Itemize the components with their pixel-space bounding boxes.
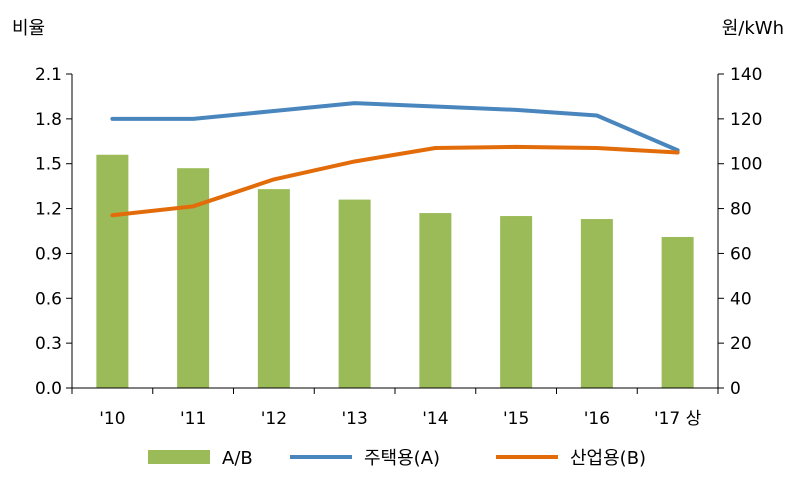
x-tick-label: '13 (341, 409, 367, 429)
lines-layer (110, 101, 680, 218)
bars-layer (96, 154, 694, 388)
right-tick-label: 120 (730, 110, 762, 130)
right-axis-title: 원/kWh (722, 18, 784, 39)
right-tick-label: 20 (730, 334, 752, 354)
left-tick-label: 1.8 (35, 110, 62, 130)
right-tick-label: 100 (730, 155, 762, 175)
right-tick-label: 0 (730, 379, 741, 399)
axes-layer (66, 73, 724, 394)
line-residential (110, 101, 680, 153)
left-tick-label: 1.5 (35, 155, 62, 175)
x-tick-label: '10 (99, 409, 125, 429)
x-tick-label: '17 상 (654, 409, 702, 429)
x-tick-label: '16 (584, 409, 610, 429)
x-tick-label: '15 (503, 409, 529, 429)
legend: A/B 주택용(A) 산업용(B) (148, 448, 646, 469)
left-axis-title: 비율 (12, 18, 45, 39)
left-tick-label: 0.9 (35, 244, 62, 264)
left-tick-label: 0.6 (35, 289, 62, 309)
right-tick-label: 60 (730, 244, 752, 264)
legend-label: A/B (222, 448, 253, 469)
line-industrial (110, 144, 680, 218)
left-tick-label: 0.0 (35, 379, 62, 399)
bar-ratio (500, 216, 533, 388)
left-tick-label: 2.1 (35, 65, 62, 85)
left-tick-label: 1.2 (35, 200, 62, 220)
right-tick-label: 80 (730, 200, 752, 220)
legend-swatch-bar (148, 450, 210, 464)
bar-ratio (96, 154, 129, 388)
bar-ratio (661, 236, 694, 388)
bar-ratio (580, 219, 613, 388)
bar-ratio (257, 189, 290, 388)
right-tick-label: 40 (730, 289, 752, 309)
bar-ratio (338, 199, 371, 388)
x-tick-label: '14 (422, 409, 448, 429)
x-tick-label: '12 (261, 409, 287, 429)
bar-ratio (419, 213, 452, 388)
labels-layer: 0.0 0.3 0.6 0.9 1.2 1.5 1.8 2.1 0 20 40 60 80 100 120 1… (12, 18, 784, 429)
left-tick-label: 0.3 (35, 334, 62, 354)
legend-label: 산업용(B) (570, 448, 646, 469)
x-tick-label: '11 (180, 409, 206, 429)
legend-label: 주택용(A) (364, 448, 440, 469)
right-tick-label: 140 (730, 65, 762, 85)
